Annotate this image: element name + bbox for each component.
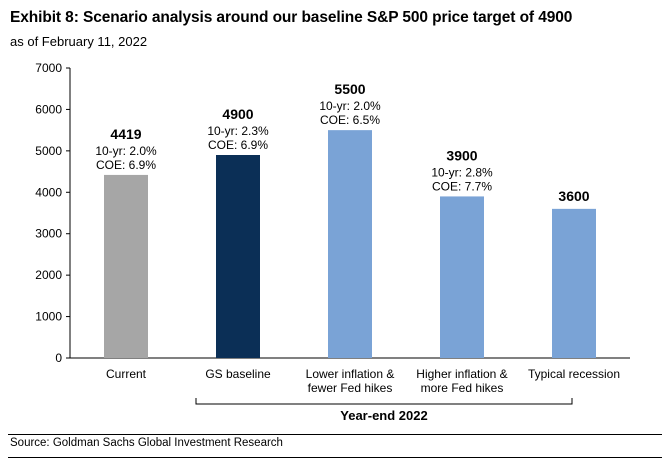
- bar-chart: 0 1000 2000 3000 4000 5000 6000 7000 4419 10-yr: …: [35, 61, 630, 423]
- x-category-label: Current: [106, 367, 147, 381]
- bar-2: [216, 155, 260, 358]
- bar-annotation: COE: 6.9%: [96, 158, 156, 172]
- y-tick-label: 7000: [35, 61, 62, 75]
- y-tick-label: 4000: [35, 185, 62, 199]
- y-tick-label: 3000: [35, 227, 62, 241]
- group-label: Year-end 2022: [340, 408, 427, 423]
- bar-annotation: COE: 7.7%: [432, 179, 492, 193]
- y-tick-label: 6000: [35, 102, 62, 116]
- x-category-label: fewer Fed hikes: [308, 381, 393, 395]
- data-label: 4419: [110, 126, 141, 142]
- y-tick-label: 5000: [35, 144, 62, 158]
- data-label: 3900: [446, 147, 477, 163]
- y-tick-label: 2000: [35, 268, 62, 282]
- bar-annotation: 10-yr: 2.0%: [319, 99, 381, 113]
- bar-annotation: COE: 6.5%: [320, 113, 380, 127]
- x-category-label: GS baseline: [205, 367, 271, 381]
- bar-5: [552, 208, 596, 358]
- x-category-label: Higher inflation &: [416, 367, 507, 381]
- chart-subtitle: as of February 11, 2022: [10, 34, 148, 49]
- data-label: 5500: [334, 81, 365, 97]
- bar-annotation: 10-yr: 2.8%: [431, 165, 493, 179]
- bar-annotation: COE: 6.9%: [208, 138, 268, 152]
- y-tick-label: 0: [55, 351, 62, 365]
- footer-divider: [8, 434, 662, 435]
- group-bracket: [195, 398, 573, 405]
- bar-3: [328, 130, 372, 358]
- bar-annotation: 10-yr: 2.3%: [207, 124, 269, 138]
- source-note: Source: Goldman Sachs Global Investment …: [10, 437, 283, 449]
- data-label: 3600: [558, 188, 589, 204]
- bar-annotation: 10-yr: 2.0%: [95, 144, 157, 158]
- chart-title: Exhibit 8: Scenario analysis around our …: [10, 9, 573, 26]
- data-label: 4900: [222, 106, 253, 122]
- y-tick-label: 1000: [35, 310, 62, 324]
- x-category-label: Lower inflation &: [306, 367, 395, 381]
- bar-1: [104, 174, 148, 358]
- x-category-label: more Fed hikes: [421, 381, 504, 395]
- x-category-label: Typical recession: [528, 367, 620, 381]
- bar-4: [440, 196, 484, 358]
- bottom-divider: [8, 457, 662, 458]
